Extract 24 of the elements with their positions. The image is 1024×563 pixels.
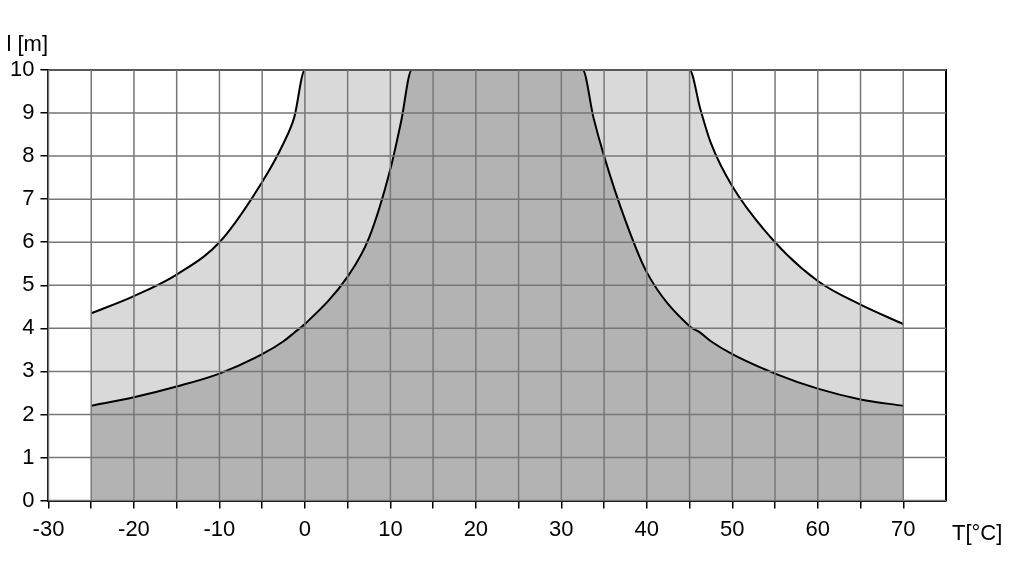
x-tick-label: 70	[891, 515, 916, 541]
x-tick-label: 30	[549, 515, 574, 541]
y-tick-label: 9	[22, 99, 35, 125]
y-tick-label: 3	[22, 357, 35, 383]
y-tick-label: 10	[9, 56, 35, 82]
x-tick-label: -20	[118, 515, 150, 541]
y-tick-label: 4	[22, 314, 35, 340]
y-tick-label: 1	[22, 443, 35, 469]
x-tick-label: 40	[634, 515, 660, 541]
y-tick-label: 0	[22, 486, 35, 512]
x-tick-label: 20	[463, 515, 489, 541]
x-tick-label: 50	[720, 515, 745, 541]
y-axis-title: l [m]	[6, 31, 49, 57]
y-tick-label: 8	[22, 142, 35, 168]
x-tick-label: -30	[32, 515, 65, 541]
y-tick-label: 7	[22, 185, 35, 211]
x-axis-title: T[°C]	[952, 519, 1003, 545]
x-tick-label: 0	[298, 515, 312, 541]
x-tick-label: -10	[203, 515, 236, 541]
y-tick-label: 6	[22, 228, 35, 254]
x-tick-label: 60	[805, 515, 831, 541]
y-tick-label: 2	[22, 400, 35, 426]
x-tick-label: 10	[378, 515, 403, 541]
y-tick-label: 5	[22, 271, 35, 297]
